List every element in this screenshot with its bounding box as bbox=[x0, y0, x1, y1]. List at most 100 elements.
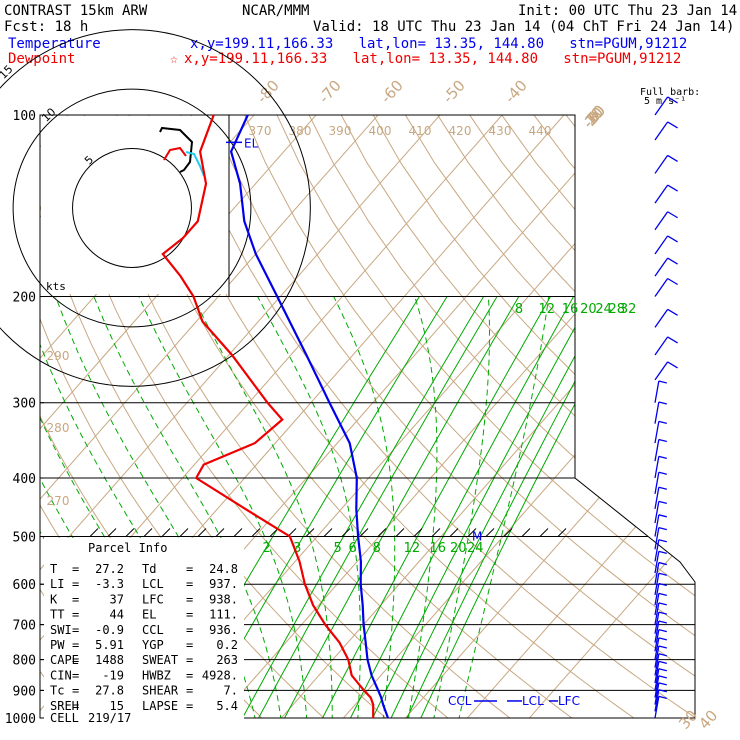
mixing-ratio-label: 28 bbox=[608, 302, 625, 317]
parcel-value: 4928. bbox=[202, 668, 238, 682]
isotherm-label: -60 bbox=[377, 77, 407, 107]
isobar-tick bbox=[413, 528, 423, 537]
parcel-value: -0.9 bbox=[95, 623, 124, 637]
parcel-label: T bbox=[50, 562, 57, 576]
parcel-eq: = bbox=[72, 653, 79, 667]
parcel-label: CIN bbox=[50, 668, 72, 682]
wind-barb bbox=[654, 308, 678, 328]
isobar-tick bbox=[521, 528, 531, 537]
mixing-ratio-label: 20 bbox=[580, 302, 597, 317]
mixing-ratio-label: 2 bbox=[263, 541, 271, 556]
isobar-tick bbox=[503, 528, 513, 537]
pressure-label: 800 bbox=[13, 654, 36, 669]
wind-barb bbox=[654, 653, 667, 676]
moist-adiabat-line bbox=[406, 296, 438, 718]
parcel-label: CAPE bbox=[50, 653, 79, 667]
wind-barb bbox=[654, 645, 667, 668]
pressure-label: 200 bbox=[13, 291, 36, 306]
isotherm-line bbox=[40, 115, 403, 718]
parcel-label: SWI bbox=[50, 623, 72, 637]
dry-adiabat-line bbox=[107, 115, 590, 718]
parcel-label: LFC bbox=[142, 592, 164, 606]
parcel-value: 7. bbox=[224, 684, 238, 698]
isotherm-label: -50 bbox=[439, 77, 469, 107]
header: CONTRAST 15km ARW NCAR/MMM Init: 00 UTC … bbox=[4, 3, 737, 107]
mixing-ratio-line bbox=[277, 296, 520, 718]
parcel-eq: = bbox=[72, 562, 79, 576]
parcel-info-panel: Parcel Info T = 27.2 Td = 24.8 LI = -3.3 LCL = 937.… bbox=[44, 538, 244, 736]
organization: NCAR/MMM bbox=[242, 3, 309, 19]
isobar-tick bbox=[341, 528, 351, 537]
isobar-tick bbox=[323, 528, 333, 537]
theta-label: 440 bbox=[529, 124, 552, 138]
hodograph-unit: kts bbox=[46, 280, 66, 293]
mixing-ratio-label: 3 bbox=[293, 541, 301, 556]
parcel-eq: = bbox=[186, 562, 193, 576]
mixing-ratio-line bbox=[251, 296, 498, 718]
wind-barb bbox=[654, 500, 667, 524]
mixing-ratio-label: 16 bbox=[429, 541, 446, 556]
wind-barb bbox=[654, 401, 667, 424]
wind-barb bbox=[654, 602, 667, 625]
pressure-label: 900 bbox=[13, 684, 36, 699]
wind-barb bbox=[654, 620, 667, 643]
isotherm-label: -40 bbox=[501, 77, 531, 107]
moist-adiabat-line bbox=[40, 296, 234, 718]
legend-temperature: Temperature bbox=[8, 36, 101, 52]
isotherm-line bbox=[517, 115, 695, 718]
wind-barb bbox=[654, 235, 678, 255]
moist-adiabat-line bbox=[192, 296, 333, 718]
parcel-info-rows: T = 27.2 Td = 24.8 LI = -3.3 LCL = 937. K = 37 LFC = 938.… bbox=[50, 562, 238, 713]
wind-barb bbox=[654, 695, 667, 719]
wind-barb bbox=[654, 486, 667, 510]
parcel-value: 5.4 bbox=[216, 699, 238, 713]
dry-adiabat-line bbox=[232, 115, 695, 718]
pressure-label: 300 bbox=[13, 397, 36, 412]
parcel-value: 938. bbox=[209, 592, 238, 606]
dry-adiabat-line bbox=[512, 115, 695, 718]
dry-adiabat-line bbox=[294, 115, 695, 718]
parcel-label: YGP bbox=[142, 638, 164, 652]
wind-barb bbox=[654, 455, 667, 479]
cell-value: 219/17 bbox=[88, 711, 131, 725]
parcel-label: TT bbox=[50, 608, 64, 622]
pressure-label: 500 bbox=[13, 530, 36, 545]
theta-label: 290 bbox=[47, 349, 70, 363]
isobar-tick bbox=[395, 528, 405, 537]
isotherm-line bbox=[269, 115, 695, 718]
wind-barb bbox=[654, 611, 667, 634]
hodograph-ring bbox=[0, 29, 311, 387]
mixing-ratio-label: 8 bbox=[373, 541, 381, 556]
parcel-label: CCL bbox=[142, 623, 164, 637]
parcel-eq: = bbox=[186, 699, 193, 713]
dry-adiabat-line bbox=[201, 115, 695, 718]
isobar-tick bbox=[143, 528, 153, 537]
mixing-ratio-label: 5 bbox=[334, 541, 342, 556]
isobar-tick bbox=[197, 528, 207, 537]
moist-adiabat-line bbox=[455, 296, 550, 718]
mixing-ratio-label: 6 bbox=[348, 541, 356, 556]
parcel-label: Tc bbox=[50, 684, 64, 698]
parcel-label: LI bbox=[50, 577, 64, 591]
isobar-tick bbox=[179, 528, 189, 537]
wind-barb bbox=[654, 689, 667, 712]
lcl-label: LCL bbox=[522, 694, 544, 708]
dry-adiabat-line bbox=[481, 115, 695, 718]
wind-barb bbox=[654, 184, 678, 204]
hodograph-trace bbox=[159, 126, 194, 173]
parcel-info-title: Parcel Info bbox=[88, 541, 167, 555]
mixing-ratio-line bbox=[343, 296, 575, 718]
theta-label: 370 bbox=[249, 124, 272, 138]
parcel-value: 44 bbox=[110, 608, 124, 622]
barb-key-title: Full barb: bbox=[640, 87, 700, 98]
wind-barb bbox=[654, 121, 678, 141]
wind-barb bbox=[654, 514, 667, 537]
isobar-tick bbox=[449, 528, 459, 537]
parcel-eq: = bbox=[72, 592, 79, 606]
dry-adiabat-line bbox=[139, 115, 653, 718]
isobar-tick bbox=[431, 528, 441, 537]
dry-adiabat-line bbox=[76, 115, 527, 718]
dry-adiabat-line bbox=[357, 115, 695, 718]
